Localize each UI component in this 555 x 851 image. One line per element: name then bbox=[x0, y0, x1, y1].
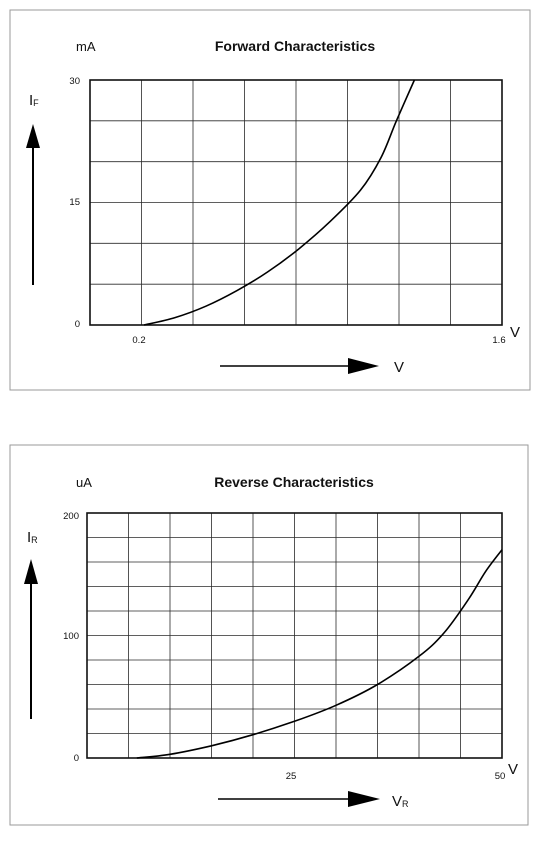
forward-chart: mA Forward Characteristics 30 15 0 0.2 1… bbox=[9, 9, 531, 391]
reverse-chart-title: Reverse Characteristics bbox=[214, 474, 374, 490]
forward-y-unit: mA bbox=[76, 39, 96, 54]
reverse-x-unit: V bbox=[508, 761, 518, 778]
reverse-chart: uA Reverse Characteristics 200 100 0 25 … bbox=[9, 444, 529, 826]
forward-y-axis-label: IF bbox=[29, 92, 39, 109]
forward-grid bbox=[90, 80, 502, 325]
reverse-y-unit: uA bbox=[76, 475, 92, 490]
forward-x-tick-1-6: 1.6 bbox=[492, 335, 505, 346]
forward-y-tick-15: 15 bbox=[69, 197, 80, 208]
reverse-y-axis-arrow bbox=[24, 559, 38, 719]
forward-curve-line bbox=[143, 79, 416, 326]
reverse-plot-area bbox=[86, 512, 503, 759]
reverse-y-tick-0: 0 bbox=[74, 753, 79, 764]
forward-y-tick-30: 30 bbox=[69, 76, 80, 87]
forward-curve-group bbox=[143, 79, 416, 326]
reverse-y-axis-label: IR bbox=[27, 529, 38, 546]
reverse-x-tick-25: 25 bbox=[286, 771, 297, 782]
reverse-y-tick-200: 200 bbox=[63, 511, 79, 522]
forward-y-tick-0: 0 bbox=[75, 319, 80, 330]
reverse-x-tick-50: 50 bbox=[495, 771, 506, 782]
reverse-chart-frame bbox=[9, 444, 529, 826]
reverse-grid bbox=[87, 513, 502, 758]
reverse-curve-group bbox=[136, 549, 503, 759]
reverse-y-tick-100: 100 bbox=[63, 631, 79, 642]
forward-x-axis-arrow bbox=[220, 358, 379, 374]
reverse-curve-line bbox=[136, 549, 503, 759]
reverse-x-axis-label: VR bbox=[392, 793, 409, 810]
forward-x-tick-0-2: 0.2 bbox=[132, 335, 145, 346]
forward-x-axis-label: V bbox=[394, 359, 404, 376]
forward-chart-title: Forward Characteristics bbox=[215, 38, 375, 54]
forward-y-axis-arrow bbox=[26, 124, 40, 285]
forward-x-unit: V bbox=[510, 324, 520, 341]
forward-chart-frame bbox=[9, 9, 531, 391]
forward-plot-area bbox=[89, 79, 503, 326]
reverse-x-axis-arrow bbox=[218, 791, 380, 807]
